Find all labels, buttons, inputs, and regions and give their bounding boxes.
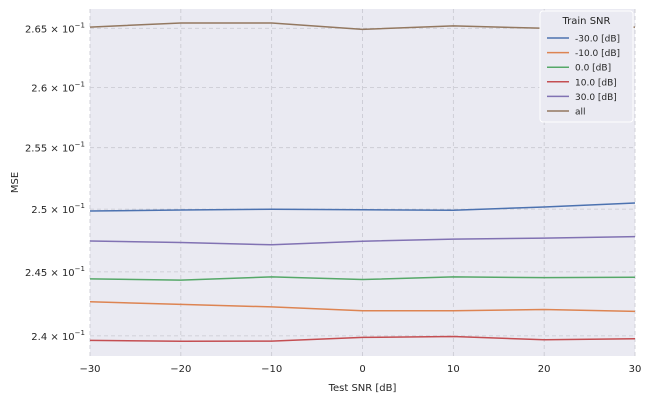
- legend-entry-label: all: [575, 108, 586, 118]
- legend: Train SNR -30.0 [dB] -10.0 [dB] 0.0 [dB] 10…: [539, 10, 634, 123]
- x-tick-label: 20: [538, 364, 551, 375]
- series-line-2: [89, 276, 636, 281]
- legend-items: -30.0 [dB] -10.0 [dB] 0.0 [dB] 10.0 [dB] 30.…: [547, 35, 620, 118]
- x-axis-label: Test SNR [dB]: [328, 383, 397, 394]
- y-tick-label: 2.5 × 10−1: [31, 202, 85, 216]
- legend-entry-label: 10.0 [dB]: [575, 78, 617, 88]
- y-tick-label: 2.6 × 10−1: [31, 80, 85, 94]
- x-tick-label: −30: [79, 364, 100, 375]
- y-tick-label: 2.45 × 10−1: [25, 265, 85, 279]
- x-tick-label: 30: [629, 364, 642, 375]
- legend-entry-label: -10.0 [dB]: [575, 49, 620, 59]
- series-line-0: [89, 202, 636, 212]
- x-tick-label: −10: [261, 364, 282, 375]
- y-axis-label: MSE: [10, 172, 21, 193]
- legend-entry-label: 0.0 [dB]: [575, 64, 611, 74]
- series-line-4: [89, 235, 636, 246]
- x-tick-label: 10: [447, 364, 460, 375]
- legend-title: Train SNR: [562, 16, 611, 27]
- x-tick-label: −20: [170, 364, 191, 375]
- y-axis-ticks: 2.4 × 10−1 2.45 × 10−1 2.5 × 10−1 2.55 × 10…: [25, 21, 85, 343]
- legend-entry-label: 30.0 [dB]: [575, 93, 617, 103]
- y-tick-label: 2.55 × 10−1: [25, 141, 85, 155]
- legend-entry-label: -30.0 [dB]: [575, 35, 620, 45]
- y-tick-label: 2.4 × 10−1: [31, 329, 85, 343]
- x-tick-label: 0: [359, 364, 365, 375]
- series-line-1: [89, 301, 636, 313]
- y-tick-label: 2.65 × 10−1: [25, 21, 85, 35]
- series-line-3: [89, 335, 636, 343]
- x-axis-ticks: −30 −20 −10 0 10 20 30: [79, 364, 641, 375]
